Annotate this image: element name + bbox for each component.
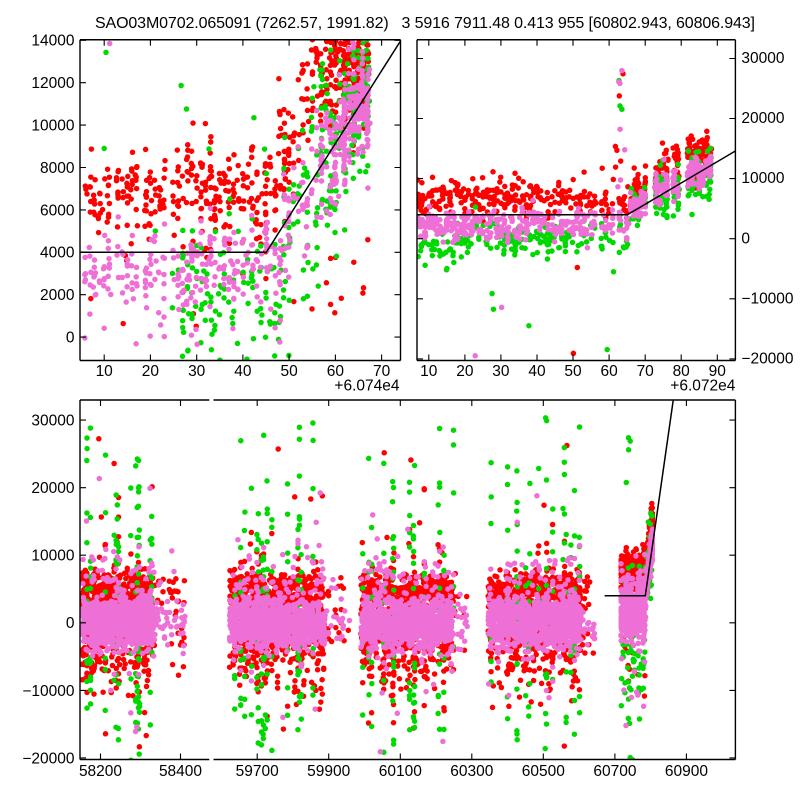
svg-text:2000: 2000: [40, 287, 75, 304]
svg-text:80: 80: [673, 363, 691, 380]
svg-text:58400: 58400: [159, 763, 202, 780]
svg-text:−20000: −20000: [741, 351, 794, 368]
svg-text:0: 0: [66, 615, 75, 632]
svg-text:8000: 8000: [40, 160, 75, 177]
svg-text:10000: 10000: [31, 118, 74, 135]
svg-text:60100: 60100: [379, 763, 422, 780]
svg-text:70: 70: [637, 363, 655, 380]
svg-text:−20000: −20000: [22, 750, 75, 767]
svg-text:12000: 12000: [31, 75, 74, 92]
svg-text:−10000: −10000: [741, 290, 794, 307]
svg-text:90: 90: [709, 363, 727, 380]
svg-text:20000: 20000: [31, 480, 74, 497]
svg-text:10000: 10000: [741, 170, 784, 187]
svg-text:60700: 60700: [593, 763, 636, 780]
svg-text:60: 60: [327, 363, 345, 380]
svg-text:10000: 10000: [31, 548, 74, 565]
svg-text:14000: 14000: [31, 33, 74, 50]
svg-text:40: 40: [234, 363, 252, 380]
svg-text:+6.074e4: +6.074e4: [334, 377, 399, 394]
svg-text:60500: 60500: [522, 763, 565, 780]
svg-text:20000: 20000: [741, 110, 784, 127]
svg-text:60900: 60900: [665, 763, 708, 780]
svg-text:20: 20: [142, 363, 160, 380]
svg-text:40: 40: [528, 363, 546, 380]
svg-text:SAO03M0702.065091 (7262.57, 19: SAO03M0702.065091 (7262.57, 1991.82) 3 5…: [95, 15, 755, 32]
svg-text:60: 60: [600, 363, 618, 380]
svg-text:60300: 60300: [450, 763, 493, 780]
svg-text:50: 50: [564, 363, 582, 380]
svg-text:0: 0: [741, 230, 750, 247]
svg-text:59900: 59900: [307, 763, 350, 780]
svg-text:50: 50: [280, 363, 298, 380]
svg-text:6000: 6000: [40, 202, 75, 219]
svg-text:10: 10: [96, 363, 114, 380]
svg-text:4000: 4000: [40, 245, 75, 262]
svg-text:30000: 30000: [741, 50, 784, 67]
svg-text:70: 70: [373, 363, 391, 380]
svg-text:20: 20: [456, 363, 474, 380]
svg-text:58200: 58200: [79, 763, 122, 780]
svg-text:30: 30: [492, 363, 510, 380]
svg-text:30000: 30000: [31, 413, 74, 430]
svg-text:30: 30: [188, 363, 206, 380]
svg-text:10: 10: [420, 363, 438, 380]
svg-text:0: 0: [66, 330, 75, 347]
svg-text:+6.072e4: +6.072e4: [670, 377, 735, 394]
svg-text:−10000: −10000: [22, 683, 75, 700]
svg-text:59700: 59700: [236, 763, 279, 780]
